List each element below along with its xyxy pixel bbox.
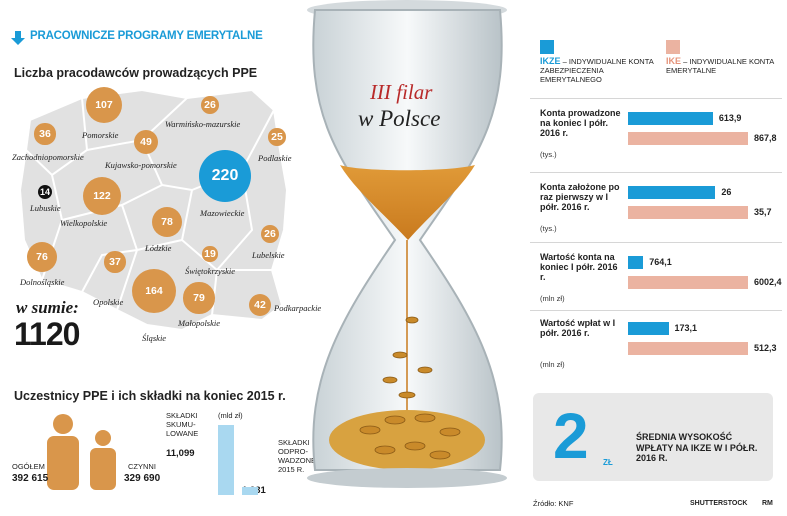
group-unit: (mln zł) — [540, 360, 565, 369]
bubble-lubuskie: 14 — [38, 185, 52, 199]
section-title: PRACOWNICZE PROGRAMY EMERYTALNE — [30, 30, 263, 42]
ikze-bar — [628, 322, 669, 335]
region-label: Dolnośląskie — [20, 277, 65, 287]
participants-title: Uczestnicy PPE i ich składki na koniec 2… — [14, 389, 286, 403]
ike-legend-desc: – INDYWIDUALNE KONTA EMERYTALNE — [666, 57, 774, 75]
region-label: Śląskie — [142, 333, 167, 343]
bubble-opolskie: 37 — [104, 251, 126, 273]
ikze-legend-label: IKZE — [540, 56, 561, 66]
group-separator — [530, 172, 782, 173]
center-title-line1: III filar — [370, 80, 433, 104]
group-separator — [530, 98, 782, 99]
hourglass-illustration — [307, 0, 507, 488]
bubble-łódzkie: 78 — [151, 206, 183, 238]
source: Źródło: KNF — [533, 499, 574, 508]
ikze-value: 26 — [721, 187, 732, 197]
region-label: Podlaskie — [258, 153, 292, 163]
group-separator — [530, 242, 782, 243]
region-label: Pomorskie — [82, 130, 119, 140]
center-title-line2: w Polsce — [358, 106, 441, 131]
region-label: Zachodniopomorskie — [12, 152, 84, 162]
region-label: Mazowieckie — [200, 208, 245, 218]
group-label: Wartość konta na koniec I półr. 2016 r. — [540, 252, 618, 282]
group-label: Konta założone po raz pierwszy w I półr.… — [540, 182, 620, 212]
region-label: Lubelskie — [252, 250, 285, 260]
group-unit: (tys.) — [540, 224, 557, 233]
bubble-małopolskie: 79 — [183, 282, 215, 314]
bubble-zachodniopomorskie: 36 — [34, 123, 56, 145]
ike-bar — [628, 342, 748, 355]
bubble-świętokrzyskie: 19 — [202, 246, 218, 262]
bubble-podkarpackie: 42 — [248, 293, 272, 317]
group-label: Konta prowadzone na koniec I półr. 2016 … — [540, 108, 621, 138]
bubble-pomorskie: 107 — [85, 86, 123, 124]
region-label: Wielkopolskie — [60, 218, 108, 228]
people-icon — [47, 414, 116, 490]
average-value: 2 — [553, 400, 589, 472]
map-title: Liczba pracodawców prowadzących PPE — [14, 66, 258, 80]
bubble-śląskie: 164 — [131, 268, 177, 314]
average-box — [533, 393, 773, 481]
region-label: Podkarpackie — [274, 303, 322, 313]
ikze-bar — [628, 256, 644, 269]
contributions-unit: (mld zł) — [218, 411, 243, 420]
total-label: w sumie: — [16, 298, 79, 317]
total-participants-value: 392 615 — [12, 473, 49, 484]
ike-bar — [628, 206, 748, 219]
group-unit: (tys.) — [540, 150, 557, 159]
active-participants-value: 329 690 — [124, 473, 161, 484]
group-label: Wartość wpłat w I półr. 2016 r. — [540, 318, 616, 338]
region-label: Warmińsko-mazurskie — [165, 119, 241, 129]
paid-label: SKŁADKI ODPRO- WADZONE W 2015 R. — [278, 438, 326, 474]
ike-value: 867,8 — [754, 133, 777, 143]
bubble-dolnośląskie: 76 — [26, 241, 58, 273]
ikze-legend-swatch — [540, 40, 554, 54]
accumulated-label: SKŁADKI SKUMU- LOWANE — [166, 411, 199, 438]
ikze-bar — [628, 112, 713, 125]
ikze-value: 613,9 — [718, 113, 742, 123]
ikze-legend-desc: – INDYWIDUALNE KONTA ZABEZPIECZENIA EMER… — [540, 57, 654, 84]
ike-value: 512,3 — [754, 343, 777, 353]
average-text: ŚREDNIA WYSOKOŚĆ WPŁATY NA IKZE W I PÓŁR… — [636, 432, 758, 463]
paid-bar — [242, 487, 258, 495]
region-label: Lubuskie — [30, 203, 61, 213]
ike-value: 35,7 — [754, 207, 772, 217]
average-unit: ZŁ — [603, 458, 613, 467]
region-label: Łódzkie — [145, 243, 172, 253]
accumulated-value: 11,099 — [166, 448, 195, 459]
total-participants-label: OGÓŁEM — [12, 462, 45, 471]
ike-bar — [628, 132, 748, 145]
region-label: Małopolskie — [178, 318, 221, 328]
region-label: Kujawsko-pomorskie — [105, 160, 177, 170]
bubble-kujawsko-pomorskie: 49 — [133, 129, 159, 155]
active-participants-label: CZYNNI — [128, 462, 156, 471]
group-separator — [530, 310, 782, 311]
bubble-mazowieckie: 220 — [199, 150, 251, 202]
ike-value: 6002,4 — [754, 277, 782, 287]
ike-legend-swatch — [666, 40, 680, 54]
bubble-wielkopolskie: 122 — [82, 176, 122, 216]
bubble-podlaskie: 25 — [268, 128, 286, 146]
ikze-legend-text: IKZE – INDYWIDUALNE KONTA ZABEZPIECZENIA… — [540, 56, 660, 85]
bubble-lubelskie: 26 — [261, 225, 279, 243]
ikze-bar — [628, 186, 716, 199]
accumulated-bar — [218, 425, 234, 495]
ike-bar — [628, 276, 748, 289]
author: RM — [762, 500, 773, 507]
total-value: 1120 — [14, 316, 80, 352]
group-unit: (mln zł) — [540, 294, 565, 303]
ikze-value: 173,1 — [674, 323, 698, 333]
photo-credit: SHUTTERSTOCK — [690, 500, 748, 507]
ike-legend-label: IKE — [666, 56, 682, 66]
down-arrow-icon — [11, 31, 25, 45]
region-label: Opolskie — [93, 297, 124, 307]
bubble-warmińsko-mazurskie: 26 — [201, 96, 219, 114]
region-label: Świętokrzyskie — [185, 266, 236, 276]
ikze-value: 764,1 — [649, 257, 672, 267]
ike-legend-text: IKE – INDYWIDUALNE KONTA EMERYTALNE — [666, 56, 776, 76]
